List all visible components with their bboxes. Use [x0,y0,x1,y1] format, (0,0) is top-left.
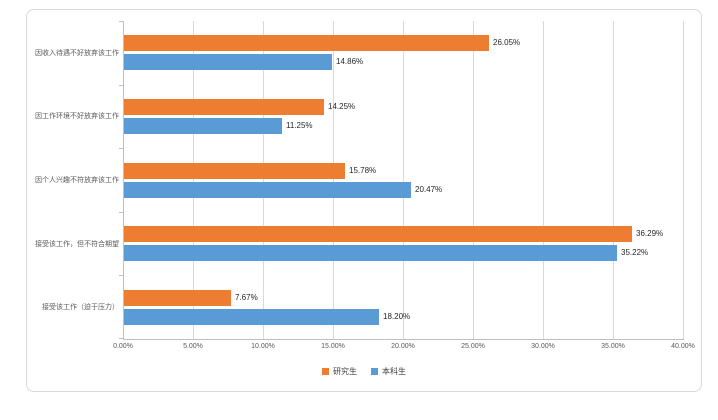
bar-value-label: 36.29% [636,229,664,238]
bar-value-label: 15.78% [349,166,377,175]
chart-frame: 因收入待遇不好放弃该工作 26.05% 14.86% 因工作环境不好放弃该工作 14.2… [26,9,702,392]
chart-legend: 研究生 本科生 [27,366,701,377]
bar-本科生-2 [124,182,411,198]
x-axis-tick-label: 5.00% [183,343,203,350]
y-axis-line [123,21,124,339]
bar-研究生-1 [124,99,324,115]
bar-研究生-0 [124,35,489,51]
legend-swatch-icon [322,368,329,375]
bar-本科生-4 [124,309,379,325]
x-axis-tick-label: 35.00% [601,343,625,350]
category-label: 因收入待遇不好放弃该工作 [35,49,119,57]
category-label: 接受该工作（迫于压力） [42,304,119,312]
legend-label: 研究生 [333,367,357,376]
category-axis-tick [119,21,123,22]
bar-value-label: 18.20% [383,312,411,321]
gridline [473,21,474,339]
x-axis-line [123,339,684,340]
gridline [333,21,334,339]
gridline [193,21,194,339]
gridline [613,21,614,339]
category-label: 接受该工作，但不符合期望 [35,240,119,248]
bar-value-label: 14.25% [328,102,356,111]
category-axis-tick [119,275,123,276]
x-axis-tick-label: 10.00% [251,343,275,350]
category-axis-tick [119,212,123,213]
x-axis-tick-label: 0.00% [113,343,133,350]
legend-item-本科生: 本科生 [371,366,406,377]
x-axis-tick-label: 30.00% [531,343,555,350]
bar-本科生-1 [124,118,282,134]
bar-研究生-4 [124,290,231,306]
gridline [403,21,404,339]
bar-本科生-0 [124,54,332,70]
category-label: 因个人兴趣不符放弃该工作 [35,177,119,184]
bar-研究生-3 [124,226,632,242]
bar-value-label: 7.67% [235,293,258,302]
gridline [543,21,544,339]
bar-value-label: 11.25% [286,121,313,130]
bar-value-label: 14.86% [336,57,364,66]
category-axis-tick [119,338,123,339]
legend-label: 本科生 [382,367,406,376]
x-axis-tick-label: 40.00% [671,343,695,350]
bar-本科生-3 [124,245,617,261]
legend-item-研究生: 研究生 [322,366,357,377]
x-axis-tick-label: 15.00% [321,343,345,350]
category-axis-tick [119,148,123,149]
bar-研究生-2 [124,163,345,179]
gridline [683,21,684,339]
bar-value-label: 35.22% [621,248,649,257]
gridline [263,21,264,339]
x-axis-tick-label: 25.00% [461,343,485,350]
bar-value-label: 26.05% [493,38,521,47]
bar-value-label: 20.47% [415,185,443,194]
x-axis-tick-label: 20.00% [391,343,415,350]
category-axis-tick [119,85,123,86]
category-label: 因工作环境不好放弃该工作 [35,113,119,121]
legend-swatch-icon [371,368,378,375]
plot-area: 因收入待遇不好放弃该工作 26.05% 14.86% 因工作环境不好放弃该工作 14.2… [35,21,684,339]
